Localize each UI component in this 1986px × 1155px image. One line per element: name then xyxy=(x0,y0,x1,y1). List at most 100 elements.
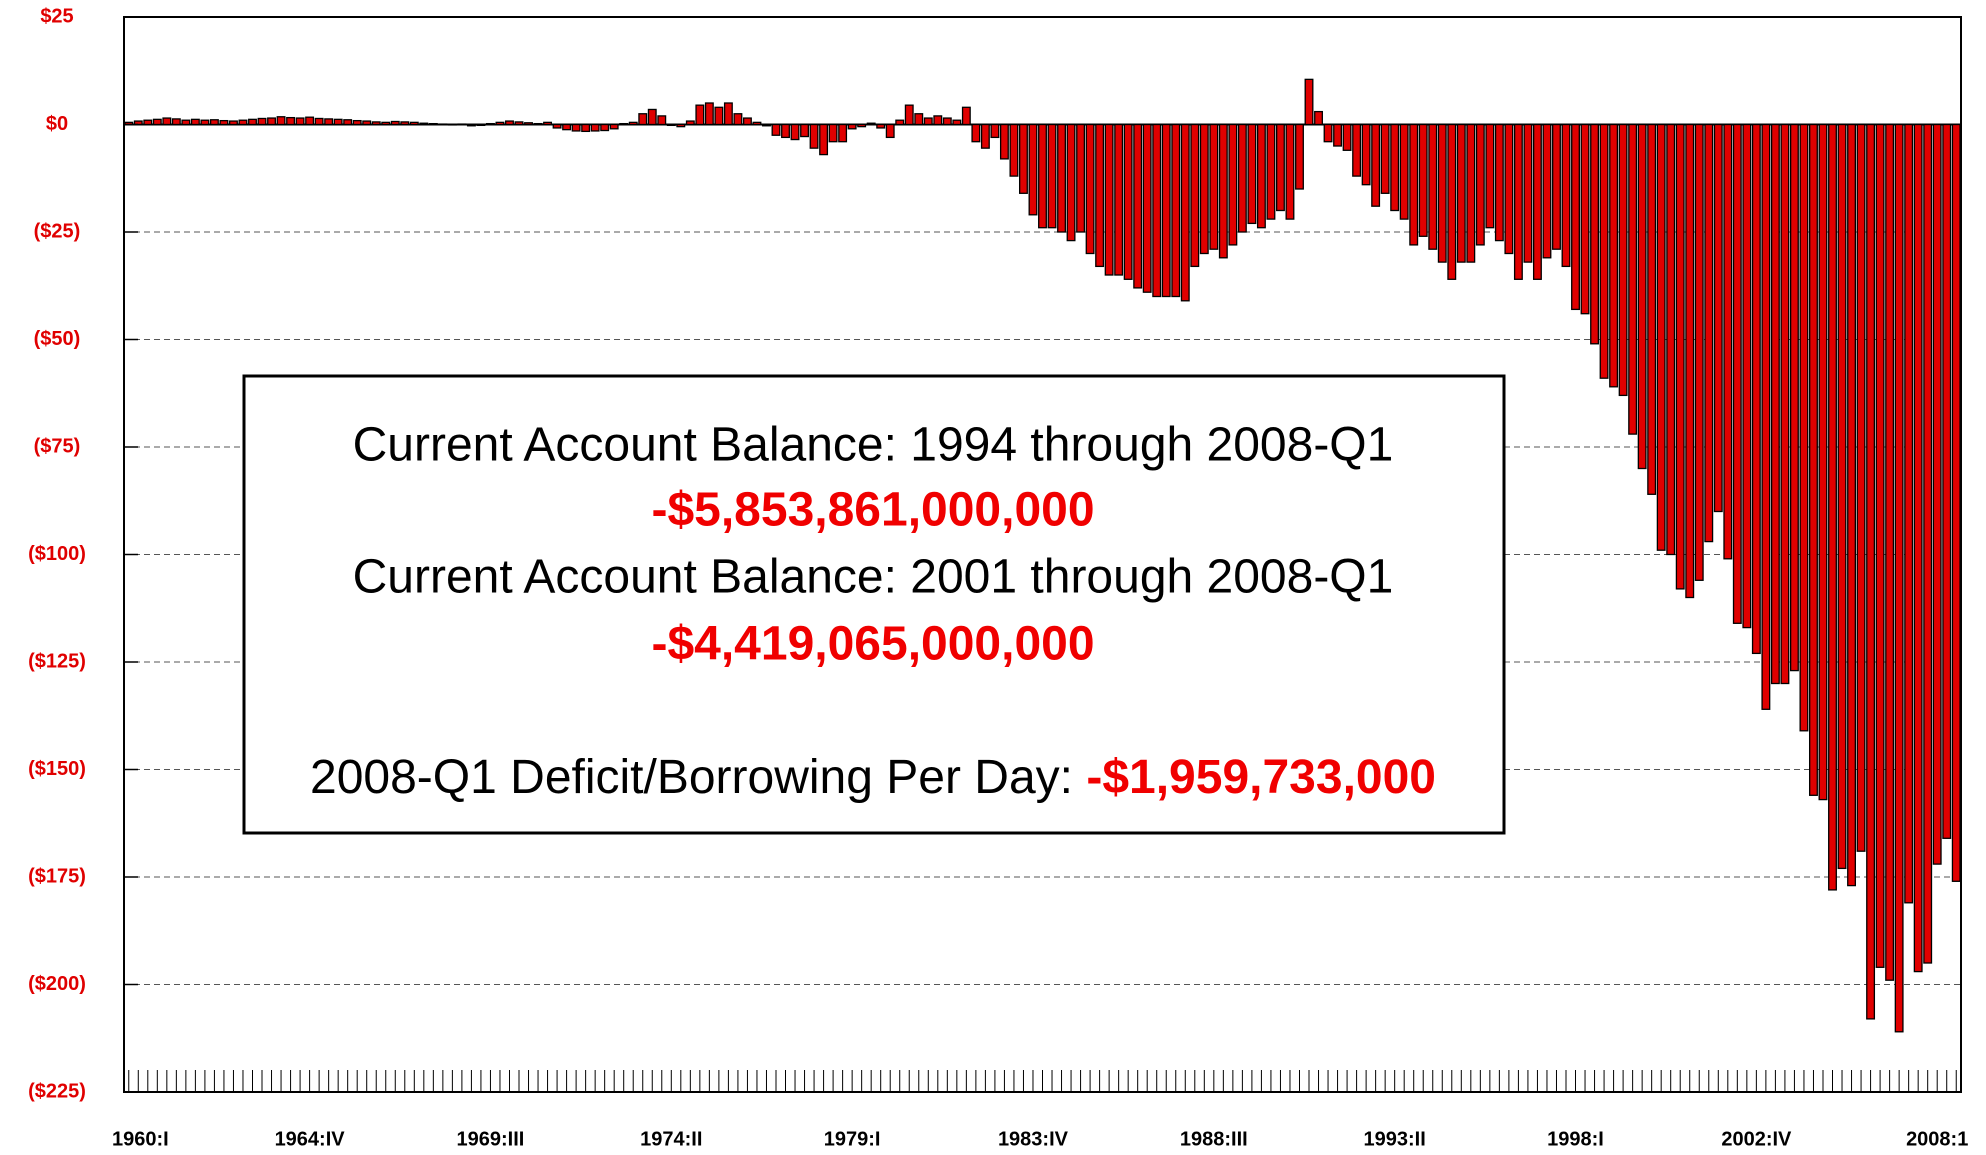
bar xyxy=(866,122,876,126)
annotation: Current Account Balance: 2001 through 20… xyxy=(353,551,1394,604)
bar xyxy=(1152,123,1162,298)
annotation-box xyxy=(242,374,1506,835)
bar xyxy=(219,119,229,126)
bar xyxy=(1942,123,1952,839)
bar xyxy=(1885,123,1895,981)
bar xyxy=(657,115,667,126)
bar xyxy=(790,123,800,141)
bar xyxy=(267,117,276,126)
annotation: -$4,419,065,000,000 xyxy=(651,618,1094,671)
bar xyxy=(485,122,495,126)
bar xyxy=(181,119,191,126)
bar xyxy=(1856,123,1866,852)
bar xyxy=(990,123,1000,139)
x-tick-label: 1993:II xyxy=(1364,1128,1426,1150)
y-tick-label: ($100) xyxy=(28,543,86,565)
bar xyxy=(1675,123,1685,590)
y-tick-label: ($75) xyxy=(34,435,81,457)
bar xyxy=(923,117,933,126)
bar xyxy=(1904,123,1914,904)
bar xyxy=(1133,123,1143,289)
bar xyxy=(733,113,743,126)
bar xyxy=(371,121,381,126)
bar xyxy=(1095,123,1105,268)
bar xyxy=(1019,123,1028,194)
bar xyxy=(1894,123,1904,1033)
bar xyxy=(324,118,334,126)
bar xyxy=(714,106,724,126)
bar xyxy=(152,118,162,126)
bar xyxy=(409,121,419,126)
bar xyxy=(1618,123,1628,397)
bar xyxy=(171,118,181,126)
y-tick-label: ($25) xyxy=(34,220,81,242)
bar xyxy=(1704,123,1714,543)
bar xyxy=(895,119,905,126)
x-tick-label: 1979:I xyxy=(824,1128,881,1150)
bar xyxy=(1123,123,1133,280)
bar xyxy=(1199,123,1209,255)
bar xyxy=(1247,123,1257,225)
bar xyxy=(428,122,438,126)
bar xyxy=(1666,123,1676,556)
bar xyxy=(1447,123,1457,280)
bar xyxy=(1266,123,1276,220)
bar xyxy=(1256,123,1266,229)
bar xyxy=(952,119,962,126)
bar xyxy=(390,120,400,126)
bar xyxy=(800,123,810,138)
bar xyxy=(1409,123,1419,246)
bar xyxy=(1285,123,1295,220)
bar xyxy=(1837,123,1847,870)
bar xyxy=(1580,123,1590,315)
bar xyxy=(980,123,990,149)
bar xyxy=(1352,123,1362,177)
bar xyxy=(1361,123,1371,186)
annotation: 2008-Q1 Deficit/Borrowing Per Day: xyxy=(310,751,1086,804)
bar xyxy=(229,120,238,126)
bar xyxy=(1418,123,1428,237)
bar xyxy=(971,123,981,143)
bar xyxy=(1780,123,1790,685)
y-tick-label: ($225) xyxy=(28,1080,86,1102)
bar xyxy=(1390,123,1400,212)
bar xyxy=(1228,123,1238,246)
x-tick-label: 2008:1 xyxy=(1906,1128,1968,1150)
bar xyxy=(1723,123,1733,560)
bar xyxy=(162,117,172,126)
bar xyxy=(1523,123,1533,263)
annotation-line: 2008-Q1 Deficit/Borrowing Per Day: -$1,9… xyxy=(310,751,1436,804)
bar xyxy=(1951,123,1961,882)
bar xyxy=(1161,123,1171,298)
bar xyxy=(1494,123,1504,242)
bar xyxy=(1685,123,1695,599)
bar xyxy=(1789,123,1799,672)
bar xyxy=(1104,123,1114,276)
bar xyxy=(1237,123,1247,233)
bar xyxy=(1647,123,1657,495)
bar xyxy=(762,123,771,127)
bar xyxy=(1628,123,1638,435)
bar xyxy=(533,122,543,126)
bar xyxy=(1275,123,1285,212)
bar xyxy=(305,116,315,126)
bar xyxy=(1057,123,1066,233)
annotation: Current Account Balance: 1994 through 20… xyxy=(353,419,1394,472)
bar xyxy=(1371,123,1381,207)
bar xyxy=(295,117,305,126)
bar xyxy=(1323,123,1333,143)
annotation: -$5,853,861,000,000 xyxy=(651,484,1094,537)
y-tick-label: $0 xyxy=(46,113,68,135)
bar xyxy=(1180,123,1190,302)
bar xyxy=(1504,123,1514,255)
bar xyxy=(200,119,210,126)
bar xyxy=(809,123,819,149)
bar xyxy=(1542,123,1552,259)
bar xyxy=(933,115,943,126)
bar xyxy=(543,121,553,126)
bar xyxy=(476,123,486,127)
bars xyxy=(124,78,1961,1033)
bar xyxy=(647,108,657,126)
bar xyxy=(1466,123,1476,263)
bar xyxy=(1218,123,1228,259)
